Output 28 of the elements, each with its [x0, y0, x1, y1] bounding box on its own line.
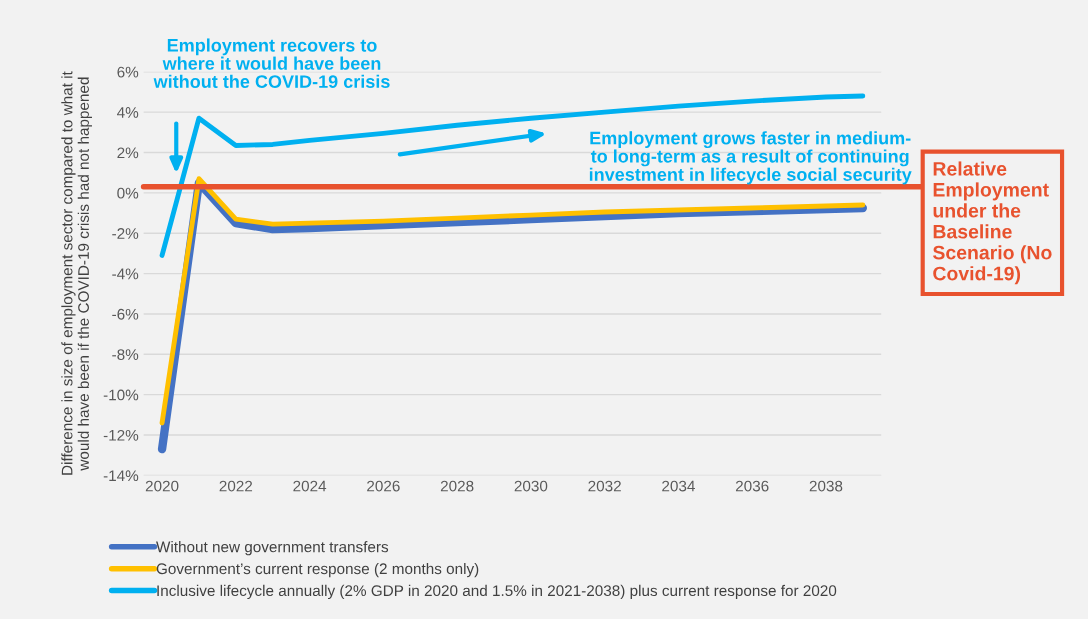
x-tick-label: 2030 [514, 480, 548, 492]
legend-label: Inclusive lifecycle annually (2% GDP in 2020 and 1.5% in 2021-2038) plus current response for 2020 [157, 584, 837, 600]
y-tick-label: -12% [103, 429, 139, 441]
y-tick-label: 6% [117, 66, 139, 78]
x-tick-label: 2022 [219, 480, 253, 492]
y-tick-label: -4% [112, 268, 139, 280]
y-tick-label: -14% [103, 470, 139, 482]
x-tick-label: 2028 [440, 480, 474, 492]
legend-label: Without new government transfers [156, 541, 389, 556]
y-tick-label: 2% [117, 147, 139, 159]
annotation: Employment recovers to where it would have been without the COVID-19 crisis [153, 38, 390, 88]
x-tick-label: 2032 [588, 480, 621, 492]
x-tick-label: 2026 [367, 480, 400, 492]
y-tick-label: -10% [103, 389, 139, 401]
x-tick-label: 2020 [145, 480, 179, 492]
y-axis-title: Difference in size of employment sector compared to what it would have been if the COVID-19 crisis had not happened [61, 71, 92, 475]
x-tick-label: 2036 [735, 480, 769, 492]
y-tick-label: -6% [112, 308, 139, 320]
y-tick-label: -8% [112, 349, 139, 360]
y-tick-label: 4% [117, 107, 139, 118]
legend-label: Government’s current response (2 months only) [156, 562, 479, 578]
x-tick-label: 2024 [293, 480, 327, 492]
annotation: Employment grows faster in medium- to long-term as a result of continuing investment in lifecycle social security [589, 131, 912, 185]
y-tick-label: -2% [112, 228, 139, 239]
x-tick-label: 2034 [662, 480, 695, 492]
x-tick-label: 2038 [809, 480, 843, 492]
y-tick-label: 0% [117, 187, 139, 199]
ref-line-label: Relative Employment under the Baseline Scenario (No Covid-19) [932, 161, 1052, 285]
